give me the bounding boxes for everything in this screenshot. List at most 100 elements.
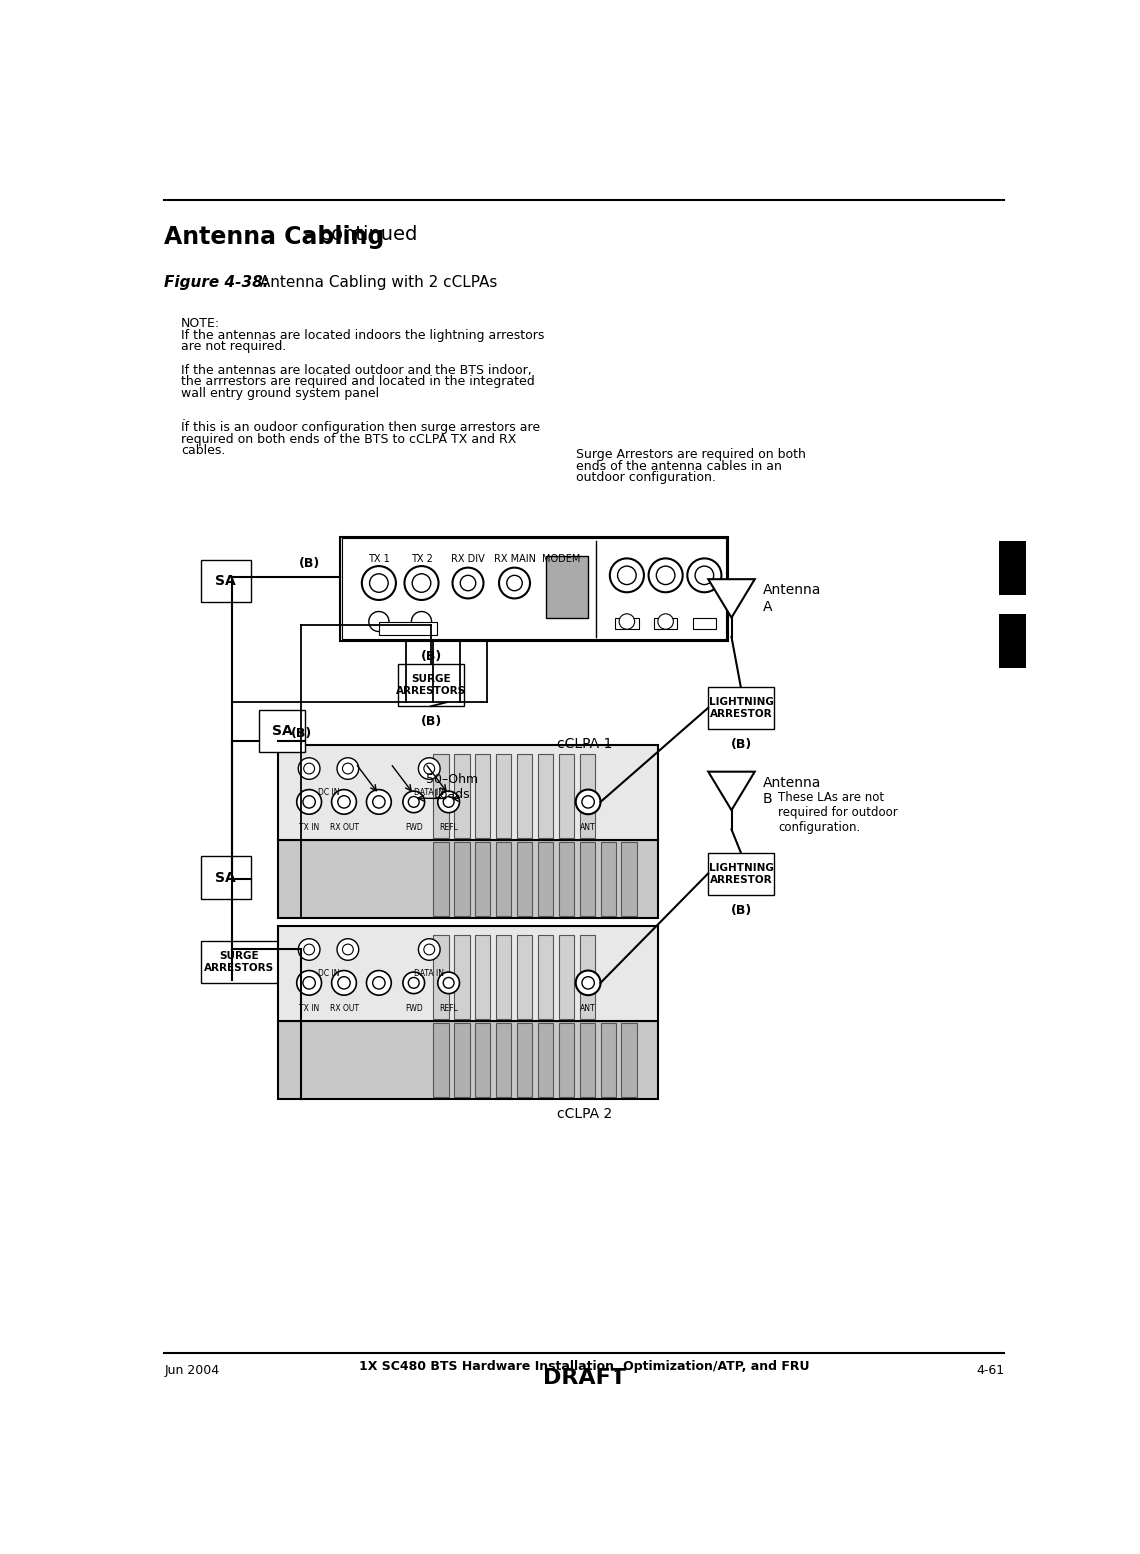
Bar (579, 936, 595, 1019)
Bar (516, 754, 532, 839)
Text: NOTE:: NOTE: (181, 317, 220, 331)
Bar (601, 842, 616, 917)
Text: the arrrestors are required and located in the integrated: the arrrestors are required and located … (181, 375, 535, 388)
Circle shape (369, 612, 389, 631)
Polygon shape (708, 772, 755, 810)
Text: If the antennas are located indoors the lightning arrestors: If the antennas are located indoors the … (181, 329, 545, 342)
Bar (496, 842, 512, 917)
Bar (559, 1023, 575, 1097)
Circle shape (296, 789, 321, 814)
Circle shape (443, 977, 454, 988)
Text: 1X SC480 BTS Hardware Installation, Optimization/ATP, and FRU: 1X SC480 BTS Hardware Installation, Opti… (359, 1360, 809, 1374)
Text: (B): (B) (299, 558, 319, 570)
Text: TX IN: TX IN (299, 1004, 319, 1013)
Text: cCLPA 1: cCLPA 1 (556, 737, 612, 751)
Circle shape (303, 796, 316, 808)
Bar (559, 754, 575, 839)
Bar (433, 754, 449, 839)
Text: SURGE
ARRESTORS: SURGE ARRESTORS (396, 674, 466, 696)
Circle shape (581, 796, 594, 808)
Circle shape (618, 566, 636, 584)
Text: 4: 4 (1004, 577, 1020, 597)
Circle shape (402, 973, 424, 993)
Circle shape (424, 945, 434, 954)
Bar (201, 559, 251, 603)
Text: TX 1: TX 1 (368, 553, 390, 564)
Circle shape (361, 566, 396, 600)
Circle shape (373, 977, 385, 988)
Bar (616, 618, 638, 629)
Text: SA: SA (271, 724, 292, 738)
Circle shape (453, 567, 483, 598)
Bar (538, 936, 553, 1019)
Text: LIGHTNING
ARRESTOR: LIGHTNING ARRESTOR (709, 862, 774, 884)
Bar (398, 664, 464, 706)
Circle shape (369, 573, 389, 592)
Circle shape (619, 614, 635, 629)
Text: (B): (B) (291, 727, 312, 740)
Bar (693, 618, 716, 629)
Bar (538, 842, 553, 917)
Bar (496, 754, 512, 839)
Text: SURGE
ARRESTORS: SURGE ARRESTORS (204, 951, 275, 973)
Bar (378, 622, 437, 636)
Text: FWD: FWD (405, 824, 423, 833)
Circle shape (418, 939, 440, 960)
Circle shape (337, 977, 350, 988)
Circle shape (303, 977, 316, 988)
Bar (516, 1023, 532, 1097)
Bar (579, 842, 595, 917)
Text: 4-61: 4-61 (976, 1364, 1004, 1377)
Circle shape (342, 763, 353, 774)
Bar (278, 841, 658, 918)
Circle shape (412, 612, 432, 631)
Text: SA: SA (215, 870, 236, 884)
Text: DATA IN: DATA IN (414, 968, 445, 977)
Bar (278, 926, 658, 1021)
Bar (278, 1021, 658, 1099)
Circle shape (337, 758, 359, 780)
Bar (201, 856, 251, 898)
Circle shape (299, 758, 320, 780)
Text: REFL: REFL (439, 1004, 458, 1013)
Text: outdoor configuration.: outdoor configuration. (577, 471, 716, 485)
Text: wall entry ground system panel: wall entry ground system panel (181, 387, 380, 399)
Bar (454, 754, 470, 839)
Circle shape (418, 758, 440, 780)
Bar (546, 556, 588, 617)
Text: MODEM: MODEM (542, 553, 580, 564)
Circle shape (332, 789, 357, 814)
Bar (579, 1023, 595, 1097)
Bar (454, 842, 470, 917)
Bar (999, 541, 1026, 595)
Bar (621, 1023, 637, 1097)
Bar (999, 614, 1026, 668)
Bar (538, 754, 553, 839)
Bar (454, 936, 470, 1019)
Bar (475, 754, 490, 839)
Bar (579, 754, 595, 839)
Text: DC IN: DC IN (318, 788, 340, 797)
Circle shape (408, 977, 420, 988)
Text: (B): (B) (731, 738, 751, 751)
Text: Antenna Cabling with 2 cCLPAs: Antenna Cabling with 2 cCLPAs (255, 275, 497, 291)
Bar (433, 1023, 449, 1097)
Circle shape (299, 939, 320, 960)
Text: (B): (B) (731, 904, 751, 917)
Circle shape (402, 791, 424, 813)
Circle shape (337, 939, 359, 960)
Text: cables.: cables. (181, 444, 226, 457)
Circle shape (373, 796, 385, 808)
Bar (708, 853, 774, 895)
Circle shape (303, 945, 315, 954)
Circle shape (405, 566, 439, 600)
Text: RX OUT: RX OUT (329, 1004, 358, 1013)
Text: These LAs are not
required for outdoor
configuration.: These LAs are not required for outdoor c… (777, 791, 898, 834)
Text: RX OUT: RX OUT (329, 824, 358, 833)
Text: 50–Ohm
Loads: 50–Ohm Loads (426, 772, 479, 800)
Circle shape (499, 567, 530, 598)
Text: TX IN: TX IN (299, 824, 319, 833)
Circle shape (576, 789, 601, 814)
Circle shape (443, 797, 454, 807)
Bar (201, 942, 278, 984)
